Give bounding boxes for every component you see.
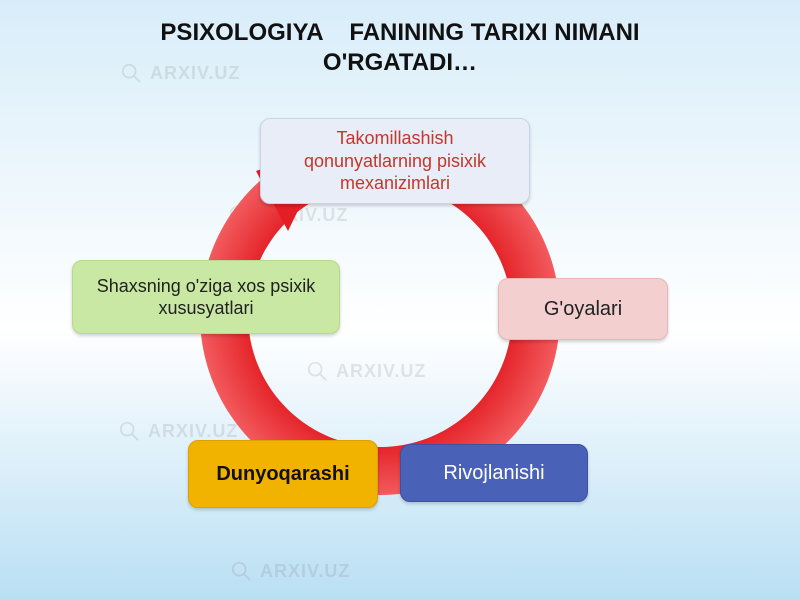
- watermark: ARXIV.UZ: [230, 560, 350, 582]
- node-top: Takomillashish qonunyatlarning pisixik m…: [260, 118, 530, 204]
- node-bottom-left-label: Dunyoqarashi: [216, 462, 349, 487]
- node-left: Shaxsning o'ziga xos psixik xususyatlari: [72, 260, 340, 334]
- node-bottom-right: Rivojlanishi: [400, 444, 588, 502]
- node-top-label: Takomillashish qonunyatlarning pisixik m…: [273, 127, 517, 195]
- node-bottom-left: Dunyoqarashi: [188, 440, 378, 508]
- page-title: PSIXOLOGIYA FANINING TARIXI NIMANI O'RGA…: [0, 18, 800, 78]
- node-left-label: Shaxsning o'ziga xos psixik xususyatlari: [85, 275, 327, 320]
- node-right-label: G'oyalari: [544, 297, 622, 322]
- title-line-2: O'RGATADI…: [0, 48, 800, 78]
- title-line-1: PSIXOLOGIYA FANINING TARIXI NIMANI: [0, 18, 800, 48]
- watermark-text: ARXIV.UZ: [260, 561, 350, 582]
- node-right: G'oyalari: [498, 278, 668, 340]
- magnifier-icon: [118, 420, 140, 442]
- node-bottom-right-label: Rivojlanishi: [443, 461, 544, 486]
- magnifier-icon: [230, 560, 252, 582]
